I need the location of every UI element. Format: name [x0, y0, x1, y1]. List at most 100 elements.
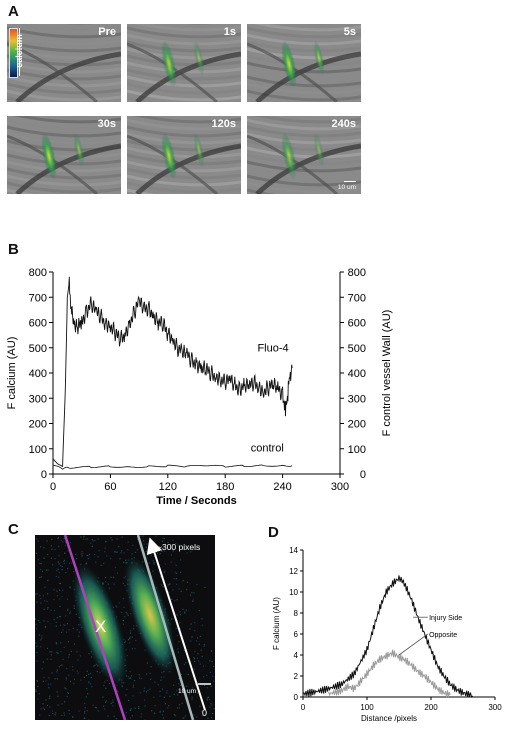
noise-speckle: [40, 602, 41, 603]
noise-speckle: [47, 607, 48, 608]
noise-speckle: [35, 593, 36, 594]
noise-speckle: [65, 572, 66, 573]
y-axis-label: F calcium (AU): [272, 597, 281, 650]
noise-speckle: [204, 644, 205, 645]
y2-axis-label: F control vessel Wall (AU): [381, 310, 393, 437]
noise-speckle: [42, 571, 43, 572]
noise-speckle: [89, 554, 90, 555]
noise-speckle: [132, 637, 133, 638]
noise-speckle: [171, 562, 172, 563]
y-tick-label: 2: [294, 672, 299, 681]
noise-speckle: [90, 543, 91, 544]
noise-speckle: [99, 550, 100, 551]
noise-speckle: [58, 562, 59, 563]
noise-speckle: [190, 640, 191, 641]
series-label-fluo-4: Fluo-4: [257, 343, 288, 355]
noise-speckle: [199, 610, 200, 611]
noise-speckle: [94, 665, 95, 666]
noise-speckle: [193, 714, 194, 715]
x-tick-label: 0: [50, 481, 56, 493]
noise-speckle: [68, 675, 69, 676]
noise-speckle: [60, 642, 61, 643]
noise-speckle: [132, 545, 133, 546]
noise-speckle: [160, 680, 161, 681]
noise-speckle: [49, 715, 50, 716]
noise-speckle: [67, 536, 68, 537]
noise-speckle: [133, 685, 134, 686]
noise-speckle: [66, 632, 67, 633]
noise-speckle: [122, 537, 123, 538]
noise-speckle: [175, 572, 176, 573]
noise-speckle: [147, 553, 148, 554]
noise-speckle: [60, 651, 61, 652]
noise-speckle: [51, 672, 52, 673]
noise-speckle: [178, 641, 179, 642]
noise-speckle: [135, 640, 136, 641]
noise-speckle: [127, 549, 128, 550]
noise-speckle: [180, 685, 181, 686]
noise-speckle: [65, 545, 66, 546]
noise-speckle: [164, 571, 165, 572]
noise-speckle: [56, 570, 57, 571]
noise-speckle: [123, 624, 124, 625]
noise-speckle: [81, 553, 82, 554]
noise-speckle: [82, 553, 83, 554]
noise-speckle: [199, 706, 200, 707]
noise-speckle: [160, 712, 161, 713]
noise-speckle: [146, 543, 147, 544]
noise-speckle: [203, 646, 204, 647]
noise-speckle: [129, 678, 130, 679]
noise-speckle: [88, 682, 89, 683]
noise-speckle: [178, 652, 179, 653]
noise-speckle: [157, 553, 158, 554]
noise-speckle: [124, 616, 125, 617]
noise-speckle: [211, 651, 212, 652]
noise-speckle: [67, 568, 68, 569]
noise-speckle: [39, 634, 40, 635]
noise-speckle: [41, 638, 42, 639]
noise-speckle: [110, 558, 111, 559]
noise-speckle: [115, 567, 116, 568]
noise-speckle: [194, 630, 195, 631]
noise-speckle: [105, 702, 106, 703]
noise-speckle: [164, 538, 165, 539]
noise-speckle: [45, 699, 46, 700]
noise-speckle: [61, 715, 62, 716]
noise-speckle: [58, 555, 59, 556]
noise-speckle: [70, 542, 71, 543]
noise-speckle: [149, 563, 150, 564]
noise-speckle: [80, 536, 81, 537]
y2-tick-label: 500: [348, 343, 366, 355]
noise-speckle: [64, 560, 65, 561]
noise-speckle: [84, 711, 85, 712]
noise-speckle: [84, 717, 85, 718]
noise-speckle: [185, 715, 186, 716]
noise-speckle: [87, 555, 88, 556]
noise-speckle: [191, 623, 192, 624]
noise-speckle: [163, 711, 164, 712]
y2-tick-label: 400: [348, 368, 366, 380]
noise-speckle: [176, 565, 177, 566]
noise-speckle: [66, 668, 67, 669]
noise-speckle: [41, 635, 42, 636]
noise-speckle: [51, 549, 52, 550]
tile-time-label: 1s: [224, 26, 236, 38]
noise-speckle: [97, 671, 98, 672]
noise-speckle: [78, 636, 79, 637]
noise-speckle: [162, 586, 163, 587]
y2-tick-label: 800: [348, 267, 366, 279]
noise-speckle: [146, 547, 147, 548]
noise-speckle: [132, 648, 133, 649]
noise-speckle: [44, 620, 45, 621]
noise-speckle: [162, 538, 163, 539]
noise-speckle: [35, 618, 36, 619]
noise-speckle: [37, 680, 38, 681]
noise-speckle: [83, 536, 84, 537]
noise-speckle: [207, 699, 208, 700]
noise-speckle: [39, 595, 40, 596]
noise-speckle: [128, 676, 129, 677]
noise-speckle: [75, 554, 76, 555]
noise-speckle: [167, 707, 168, 708]
noise-speckle: [58, 546, 59, 547]
noise-speckle: [145, 705, 146, 706]
